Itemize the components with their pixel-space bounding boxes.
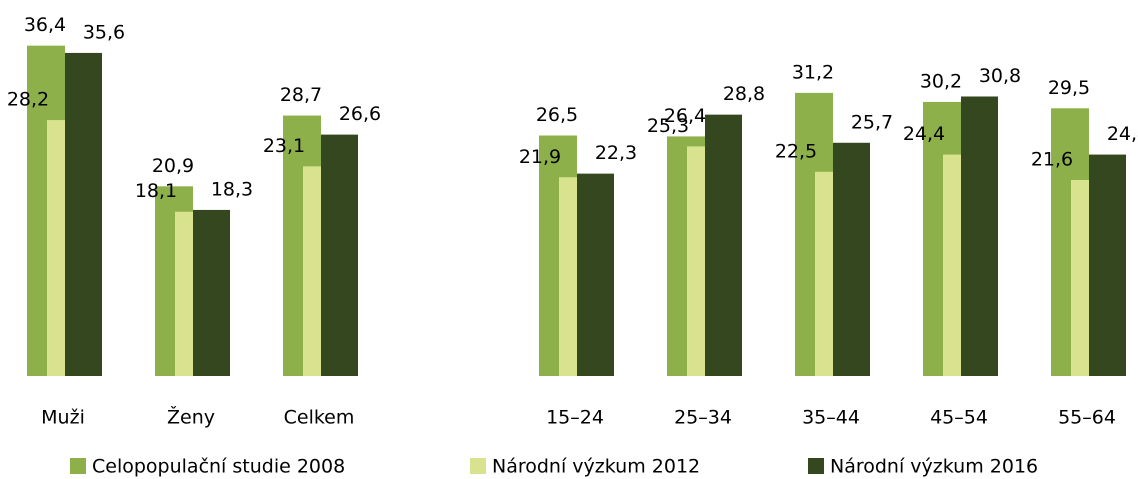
x-tick-label: 15–24 <box>546 407 604 429</box>
value-label: 28,2 <box>7 89 49 111</box>
value-label: 23,1 <box>263 135 305 157</box>
value-label: 28,8 <box>723 83 765 105</box>
bar <box>577 173 614 376</box>
bar <box>943 154 961 376</box>
value-label: 31,2 <box>792 61 834 83</box>
bar <box>1071 179 1089 376</box>
x-tick-label: Celkem <box>284 407 355 429</box>
x-tick-label: 25–34 <box>674 407 732 429</box>
value-label: 29,5 <box>1048 77 1090 99</box>
value-label: 18,1 <box>135 180 177 202</box>
bar <box>687 146 705 376</box>
x-tick-label: Muži <box>41 407 85 429</box>
bar <box>193 209 230 376</box>
value-label: 25,7 <box>851 111 893 133</box>
bar <box>65 52 102 377</box>
bar <box>559 177 577 376</box>
value-label: 30,2 <box>920 70 962 92</box>
value-label: 28,7 <box>280 84 322 106</box>
legend-label: Národní výzkum 2012 <box>492 456 700 478</box>
value-label: 22,3 <box>595 142 637 164</box>
bar <box>961 96 998 377</box>
legend-swatch <box>70 458 86 474</box>
bar <box>47 120 65 377</box>
bar <box>705 114 742 376</box>
bar <box>303 166 321 376</box>
value-label: 18,3 <box>211 178 253 200</box>
value-label: 24,4 <box>1107 123 1138 145</box>
legend-label: Celopopulační studie 2008 <box>92 456 345 478</box>
value-label: 25,3 <box>647 115 689 137</box>
bar <box>321 134 358 376</box>
x-tick-label: 45–54 <box>930 407 988 429</box>
value-label: 26,6 <box>339 103 381 125</box>
value-label: 30,8 <box>979 65 1021 87</box>
value-label: 26,5 <box>536 104 578 126</box>
x-tick-label: Ženy <box>167 406 215 429</box>
bar <box>833 142 870 376</box>
value-label: 24,4 <box>903 123 945 145</box>
value-label: 35,6 <box>83 21 125 43</box>
x-tick-label: 55–64 <box>1058 407 1116 429</box>
legend-swatch <box>470 458 486 474</box>
value-label: 21,9 <box>519 146 561 168</box>
bar <box>815 171 833 376</box>
value-label: 26,4 <box>664 105 706 127</box>
bar <box>1089 154 1126 376</box>
value-label: 36,4 <box>24 14 66 36</box>
legend-label: Národní výzkum 2016 <box>830 456 1038 478</box>
value-label: 22,5 <box>775 140 817 162</box>
x-tick-label: 35–44 <box>802 407 860 429</box>
legend-swatch <box>808 458 824 474</box>
bar <box>175 211 193 376</box>
value-label: 20,9 <box>152 155 194 177</box>
value-label: 21,6 <box>1031 148 1073 170</box>
